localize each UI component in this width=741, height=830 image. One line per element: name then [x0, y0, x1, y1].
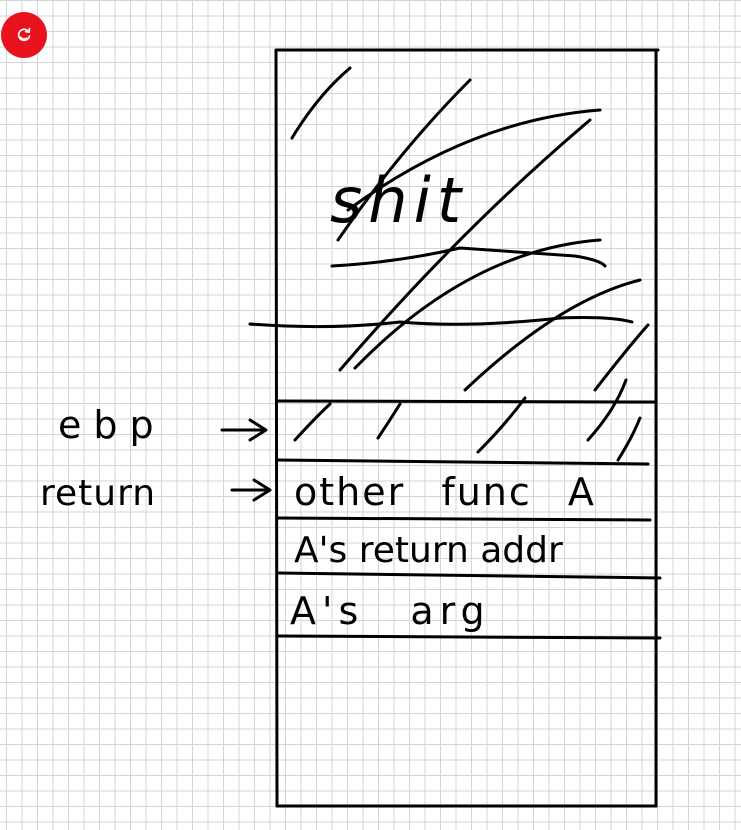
slot-dividers — [275, 399, 662, 640]
return-arrow — [230, 478, 272, 502]
refresh-icon — [17, 27, 31, 42]
ebp-arrow — [220, 418, 268, 442]
refresh-button[interactable] — [1, 12, 47, 58]
slot-other-func: other func A — [294, 470, 596, 514]
ebp-label: ebp — [58, 403, 166, 447]
strike-lines — [248, 246, 634, 329]
slot-arg: A's arg — [290, 589, 491, 633]
stack-frame — [274, 48, 660, 808]
overwrite-hatching — [290, 66, 650, 462]
return-label: return — [40, 473, 156, 514]
slot-return-addr: A's return addr — [294, 530, 563, 571]
overwritten-word: shit — [330, 164, 467, 237]
